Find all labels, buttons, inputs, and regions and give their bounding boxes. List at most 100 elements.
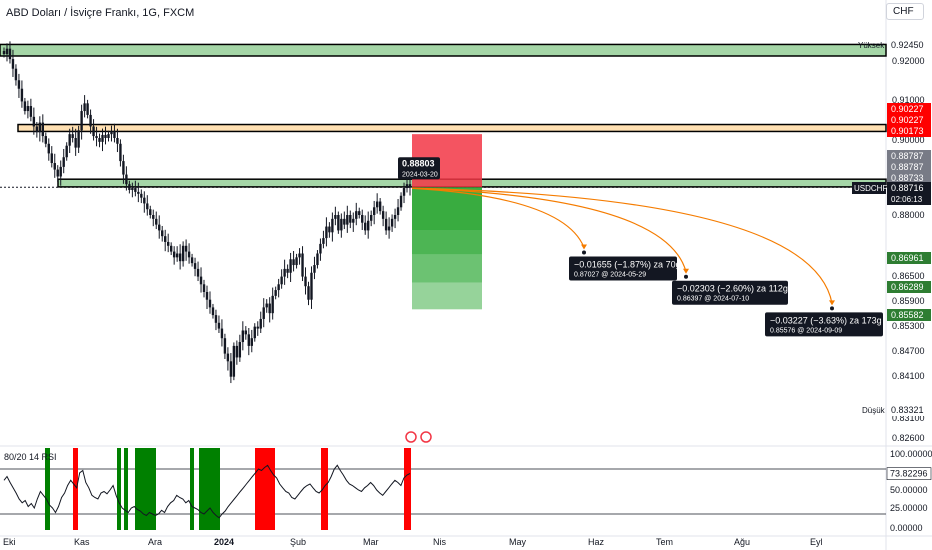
candle-body bbox=[8, 48, 12, 60]
candle bbox=[235, 340, 239, 365]
price-tag-gray-2: 0.88787 bbox=[891, 162, 924, 172]
candle bbox=[402, 182, 406, 204]
price-tick: 0.84100 bbox=[892, 371, 925, 381]
candle bbox=[259, 311, 262, 334]
candle-body bbox=[384, 218, 388, 231]
candle bbox=[101, 128, 104, 152]
oscillator-label[interactable]: 80/20 14 RSI bbox=[4, 452, 57, 462]
candle-body bbox=[226, 353, 230, 362]
osc-overbought-bar-1 bbox=[73, 448, 78, 530]
candle-body bbox=[220, 328, 224, 339]
candle bbox=[68, 128, 71, 154]
candle-body bbox=[47, 143, 50, 154]
rsi-value: 73.82296 bbox=[890, 469, 928, 479]
candle bbox=[304, 267, 307, 295]
candle bbox=[238, 334, 242, 362]
last-symbol-bg bbox=[852, 182, 886, 194]
short-position[interactable]: 0.88803 2024-03-20 bbox=[398, 134, 482, 310]
candle-body bbox=[238, 342, 242, 358]
candle bbox=[328, 222, 331, 238]
osc-tick: 50.00000 bbox=[890, 485, 928, 495]
candle bbox=[128, 180, 131, 194]
candle-body bbox=[319, 243, 322, 254]
candle bbox=[149, 205, 152, 219]
osc-oversold-bar-4 bbox=[135, 448, 156, 530]
candle-body bbox=[80, 111, 83, 131]
candle bbox=[223, 333, 227, 359]
candle-body bbox=[149, 209, 152, 215]
candle-body bbox=[158, 224, 161, 231]
osc-oversold-bar-5 bbox=[190, 448, 194, 530]
candle-body bbox=[387, 226, 391, 231]
candle bbox=[361, 209, 364, 231]
candle-body bbox=[367, 220, 370, 231]
candle bbox=[277, 278, 280, 298]
price-tag-red-1: 0.90227 bbox=[891, 104, 924, 114]
candle-body bbox=[187, 251, 191, 258]
currency-button[interactable]: CHF bbox=[886, 3, 924, 20]
candle-body bbox=[20, 88, 24, 102]
candle-body bbox=[253, 326, 256, 339]
last-price: 0.88716 bbox=[891, 183, 924, 193]
projection-arrowhead-2 bbox=[683, 268, 689, 274]
candle bbox=[283, 259, 286, 285]
candle bbox=[110, 125, 113, 142]
candle bbox=[247, 327, 250, 356]
candle-body bbox=[271, 295, 274, 314]
candle bbox=[95, 126, 98, 147]
candle-body bbox=[169, 245, 173, 252]
candle bbox=[352, 212, 355, 232]
projection-path-2 bbox=[411, 187, 687, 272]
price-axis[interactable]: 0.92000 0.91000 0.90000 0.88000 0.86500 0.859… bbox=[852, 39, 931, 443]
candle-body bbox=[274, 290, 277, 296]
oscillator-pane[interactable]: 100.00000 50.00000 25.00000 0.00000 73.82296 bbox=[0, 431, 932, 533]
candle bbox=[56, 165, 59, 182]
candles[interactable] bbox=[2, 41, 412, 384]
price-tag-gray-1-bg bbox=[887, 150, 931, 162]
candle bbox=[32, 107, 36, 135]
candle bbox=[241, 321, 245, 351]
candle-body bbox=[23, 101, 27, 112]
candle bbox=[166, 233, 170, 253]
time-tick: Mar bbox=[363, 537, 379, 547]
candle-body bbox=[331, 218, 334, 233]
take-profit-band-4 bbox=[412, 282, 482, 310]
candle-body bbox=[301, 253, 304, 277]
candle-body bbox=[292, 259, 295, 266]
projection-arrowhead-1 bbox=[581, 244, 587, 250]
time-axis[interactable]: Eki Kas Ara 2024 Şub Mar Nis May Haz Tem Ağu Eyl bbox=[3, 537, 823, 547]
candle bbox=[220, 319, 224, 347]
candle bbox=[396, 199, 400, 222]
candle-body bbox=[310, 272, 313, 300]
time-tick: Ara bbox=[148, 537, 162, 547]
candle bbox=[232, 342, 236, 381]
candle bbox=[316, 250, 319, 269]
candle-body bbox=[50, 153, 53, 164]
candle-body bbox=[101, 134, 104, 142]
last-symbol: USDCHF bbox=[854, 184, 887, 193]
candle bbox=[80, 104, 83, 140]
candle-body bbox=[113, 131, 116, 138]
projection-arrowhead-3 bbox=[829, 300, 835, 306]
candle bbox=[381, 205, 385, 227]
osc-oversold-bar-3 bbox=[124, 448, 128, 530]
candle-body bbox=[181, 245, 185, 262]
candle-body bbox=[71, 134, 74, 138]
candle bbox=[20, 80, 24, 108]
candle-body bbox=[190, 257, 194, 264]
price-tag-green-3-bg bbox=[887, 309, 931, 321]
candle-body bbox=[166, 241, 170, 246]
candle-body bbox=[11, 59, 15, 69]
projection-arrows[interactable]: −0.01655 (−1.87%) za 70g 0.87027 @ 2024-0… bbox=[411, 187, 883, 337]
candle-body bbox=[134, 188, 137, 192]
candle-body bbox=[322, 238, 325, 244]
take-profit-band-2 bbox=[412, 229, 482, 255]
price-tag-green-1: 0.86961 bbox=[891, 253, 924, 263]
candle-body bbox=[41, 122, 45, 137]
symbol-title[interactable]: ABD Doları / İsviçre Frankı, 1G, FXCM bbox=[6, 7, 195, 19]
candle-body bbox=[283, 268, 286, 277]
candle-body bbox=[89, 114, 92, 127]
